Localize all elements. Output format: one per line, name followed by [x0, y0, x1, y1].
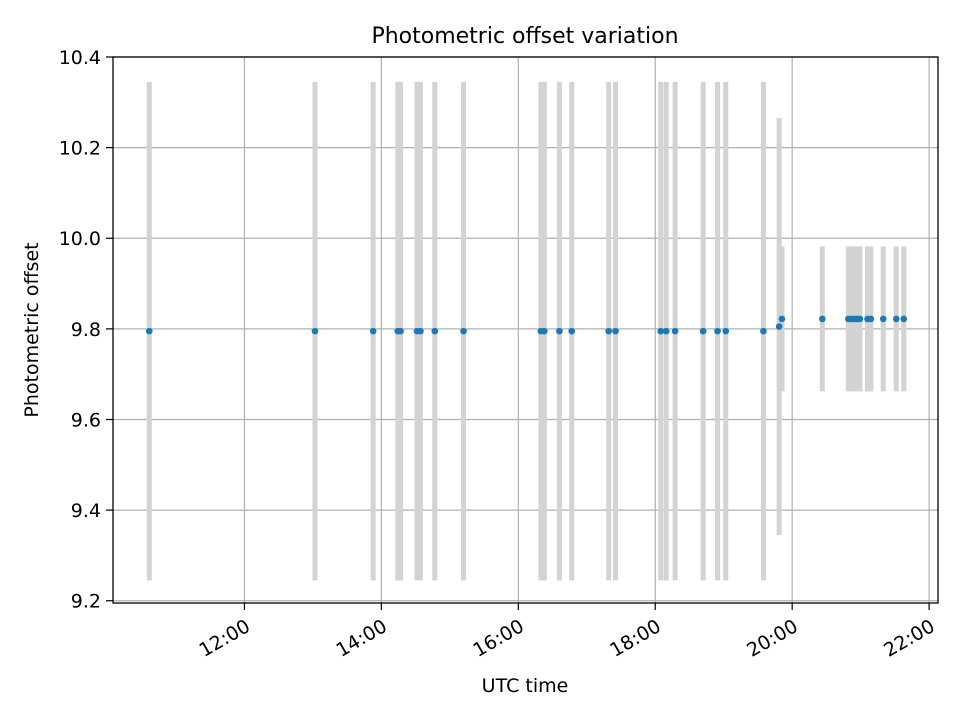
y-tick-label: 9.8: [71, 319, 101, 341]
data-point: [879, 315, 887, 323]
data-point: [369, 327, 377, 335]
data-point: [714, 327, 721, 335]
y-tick-label: 9.6: [71, 409, 101, 431]
x-tick-label: 12:00: [196, 615, 254, 661]
data-point: [460, 327, 467, 335]
data-point: [662, 327, 670, 335]
data-point: [431, 327, 439, 335]
x-tick-label: 18:00: [606, 615, 664, 661]
data-point: [892, 315, 900, 323]
plot-area-frame: [112, 56, 939, 604]
chart-title: Photometric offset variation: [371, 24, 678, 49]
x-axis-ticks: 12:00 14:00 16:00 18:00 20:00 22:00: [196, 603, 939, 662]
data-point: [397, 327, 404, 335]
y-tick-label: 9.4: [71, 500, 101, 522]
data-point: [612, 327, 619, 335]
x-tick-label: 22:00: [880, 615, 938, 661]
y-axis-ticks: 9.2 9.4 9.6 9.8 10.0 10.2 10.4: [59, 47, 113, 613]
x-axis-label: UTC time: [482, 675, 569, 697]
x-tick-label: 14:00: [332, 615, 390, 661]
grid: [113, 56, 938, 603]
data-point: [818, 315, 826, 323]
data-point: [760, 327, 767, 335]
x-tick-label: 20:00: [743, 615, 801, 661]
y-tick-label: 10.0: [59, 228, 101, 250]
data-point: [311, 327, 319, 335]
y-tick-label: 10.2: [59, 138, 101, 160]
data-point: [775, 323, 783, 330]
data-point: [145, 327, 153, 335]
data-point: [541, 327, 548, 335]
x-tick-label: 16:00: [469, 615, 527, 661]
y-tick-label: 9.2: [71, 591, 101, 613]
data-point: [657, 327, 665, 335]
data-point: [671, 327, 679, 335]
data-points: [145, 315, 908, 335]
data-point: [722, 327, 730, 335]
data-point: [867, 315, 875, 323]
y-tick-label: 10.4: [59, 47, 101, 69]
data-point: [568, 327, 576, 335]
data-point: [778, 315, 786, 323]
data-point: [699, 327, 707, 335]
data-point: [556, 327, 563, 335]
error-bars: [146, 81, 907, 581]
data-point: [605, 327, 612, 335]
data-point: [417, 327, 424, 335]
y-axis-label: Photometric offset: [21, 242, 43, 417]
data-point: [856, 315, 864, 323]
data-point: [900, 315, 908, 323]
